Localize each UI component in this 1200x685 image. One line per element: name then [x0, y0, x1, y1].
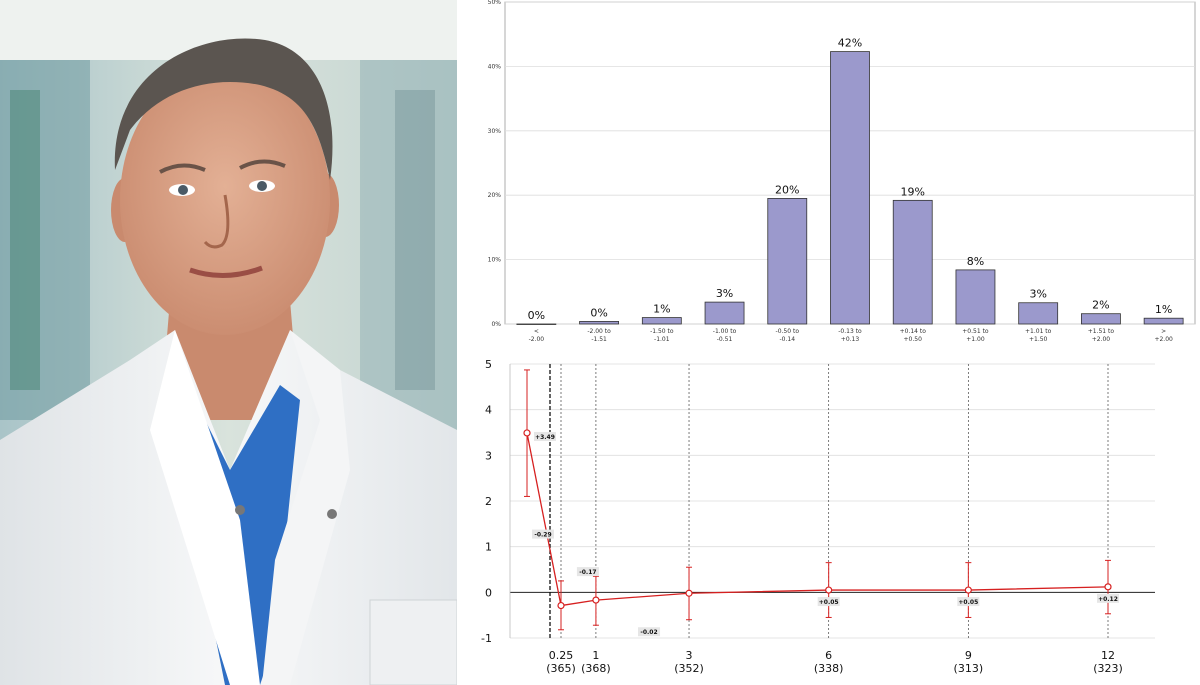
histogram-category-label: -2.00 to [587, 328, 611, 335]
line-chart-xtick-label: 1 [592, 649, 599, 662]
line-chart-ytick-label: 4 [485, 404, 492, 417]
histogram-category-label: +1.51 to [1088, 328, 1115, 335]
histogram-bar [1143, 317, 1184, 325]
histogram-value-label: 19% [901, 185, 925, 198]
data-label-bg [957, 597, 980, 607]
line-chart-ytick-label: 2 [485, 495, 492, 508]
histogram-bar [516, 323, 557, 325]
histogram-category-label: -1.01 [654, 336, 670, 343]
line-chart-xtick-label: 12 [1101, 649, 1115, 662]
histogram-category-label: +2.00 [1092, 336, 1111, 343]
portrait-photo [0, 0, 457, 685]
histogram-bar [1018, 302, 1059, 325]
histogram-category-label: -0.51 [717, 336, 733, 343]
histogram-category-label: +0.14 to [900, 328, 927, 335]
data-point-label: +0.05 [819, 599, 839, 606]
histogram-category-label: -2.00 [529, 336, 545, 343]
histogram-category-label: +0.51 to [962, 328, 989, 335]
histogram-category-label: +1.50 [1029, 336, 1048, 343]
line-chart-xtick-count: (323) [1093, 662, 1123, 675]
histogram-bar [1081, 313, 1121, 325]
line-chart-ytick-label: 0 [485, 586, 492, 599]
histogram-ytick-label: 50% [488, 0, 502, 6]
histogram-bar [704, 301, 745, 325]
histogram-value-label: 3% [716, 287, 733, 300]
series-line [526, 432, 1109, 607]
histogram-bar [892, 199, 933, 325]
histogram-value-label: 42% [838, 37, 862, 50]
data-label-bg [532, 529, 554, 539]
histogram-value-label: 20% [775, 183, 799, 196]
data-point [964, 586, 972, 594]
data-point [825, 586, 833, 594]
histogram-category-label: < [534, 328, 539, 335]
histogram-value-label: 0% [528, 309, 545, 322]
data-point [1104, 583, 1112, 591]
line-chart-xtick-count: (368) [581, 662, 611, 675]
histogram-ytick-label: 20% [488, 192, 502, 199]
data-label-bg [576, 567, 599, 577]
line-chart-xtick-count: (352) [674, 662, 704, 675]
histogram-category-label: -1.50 to [650, 328, 674, 335]
histogram-value-label: 1% [1155, 303, 1172, 316]
data-point-label: -0.02 [640, 629, 657, 636]
histogram-category-label: -1.51 [591, 336, 607, 343]
histogram-value-label: 0% [590, 306, 607, 319]
histogram-category-label: +0.13 [841, 336, 860, 343]
histogram-chart: 0%10%20%30%40%50% 0%<-2.000%-2.00 to-1.5… [488, 0, 1196, 343]
histogram-value-label: 8% [967, 255, 984, 268]
histogram-category-label: +1.01 to [1025, 328, 1052, 335]
histogram-bar [579, 321, 619, 325]
histogram-category-label: -1.00 to [713, 328, 737, 335]
histogram-ytick-label: 30% [488, 128, 502, 135]
data-label-bg [1097, 593, 1119, 603]
line-chart-gridlines: -10123450.25(365)1(368)3(352)6(338)9(313… [481, 358, 1155, 675]
histogram-category-label: +0.50 [904, 336, 923, 343]
histogram-ytick-label: 0% [491, 321, 501, 328]
line-chart-xtick-count: (313) [954, 662, 984, 675]
data-point-label: -0.17 [579, 569, 596, 576]
histogram-bar [955, 269, 996, 325]
data-point [685, 589, 693, 597]
line-chart-ytick-label: 3 [485, 449, 492, 462]
histogram-ytick-label: 40% [488, 63, 502, 70]
data-point [523, 429, 531, 437]
histogram-value-label: 1% [653, 303, 670, 316]
line-chart-xtick-label: 3 [686, 649, 693, 662]
data-label-bg [638, 627, 661, 637]
line-chart-xtick-label: 0.25 [549, 649, 574, 662]
data-point-label: -0.29 [534, 532, 551, 539]
data-point-label: +0.12 [1098, 596, 1118, 603]
data-point-label: +3.49 [535, 434, 555, 441]
line-chart-xtick-label: 9 [965, 649, 972, 662]
line-chart: -10123450.25(365)1(368)3(352)6(338)9(313… [481, 358, 1155, 675]
histogram-ytick-label: 10% [488, 257, 502, 264]
histogram-value-label: 3% [1029, 288, 1046, 301]
data-label-bg [817, 597, 840, 607]
histogram-bar [641, 317, 682, 325]
histogram-category-label: +2.00 [1154, 336, 1173, 343]
line-chart-ytick-label: -1 [481, 632, 492, 645]
histogram-category-label: -0.50 to [776, 328, 800, 335]
histogram-category-label: > [1161, 328, 1166, 335]
histogram-bars: 0% <-2.00 0% -2.00 to-1.51 1% -1.50 to-1.01 3%… [516, 37, 1184, 343]
data-label-bg [534, 431, 556, 441]
histogram-category-label: +1.00 [966, 336, 985, 343]
line-chart-series: +3.49 -0.29 -0.17 -0.02 +0.05 +0.05 +0.12 [523, 369, 1119, 637]
histogram-bar [767, 198, 808, 325]
data-point-label: +0.05 [958, 599, 978, 606]
line-chart-ytick-label: 1 [485, 541, 492, 554]
data-point [557, 601, 565, 610]
line-chart-xtick-label: 6 [825, 649, 832, 662]
histogram-bar [830, 51, 870, 325]
line-chart-xtick-count: (338) [814, 662, 844, 675]
data-point [592, 596, 600, 604]
histogram-value-label: 2% [1092, 299, 1109, 312]
histogram-category-label: -0.13 to [838, 328, 862, 335]
histogram-category-label: -0.14 [780, 336, 796, 343]
line-chart-xtick-count: (365) [546, 662, 576, 675]
line-chart-ytick-label: 5 [485, 358, 492, 371]
